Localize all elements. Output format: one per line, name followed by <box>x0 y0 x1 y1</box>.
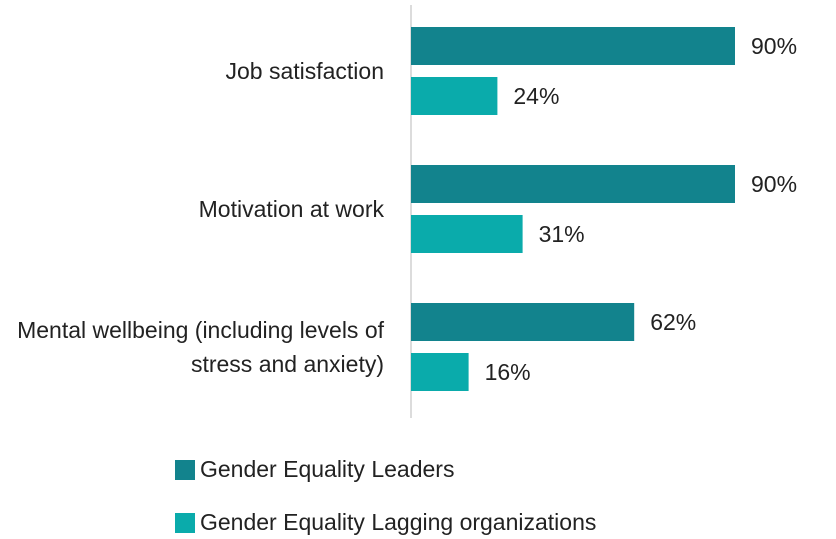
bar <box>411 165 735 203</box>
data-label: 16% <box>485 359 531 385</box>
category-label: Job satisfaction <box>225 58 384 84</box>
bar <box>411 215 523 253</box>
legend-swatch <box>175 460 195 480</box>
bar <box>411 303 635 341</box>
data-label: 62% <box>650 309 696 335</box>
bar <box>411 77 498 115</box>
legend-label: Gender Equality Leaders <box>200 456 454 482</box>
legend-label: Gender Equality Lagging organizations <box>200 509 596 535</box>
legend-swatch <box>175 513 195 533</box>
data-label: 90% <box>751 33 797 59</box>
category-label: Mental wellbeing (including levels of st… <box>17 317 384 377</box>
data-label: 90% <box>751 171 797 197</box>
bar <box>411 27 735 65</box>
data-label: 31% <box>539 221 585 247</box>
category-label: Motivation at work <box>198 196 384 222</box>
bar <box>411 353 469 391</box>
data-label: 24% <box>513 83 559 109</box>
